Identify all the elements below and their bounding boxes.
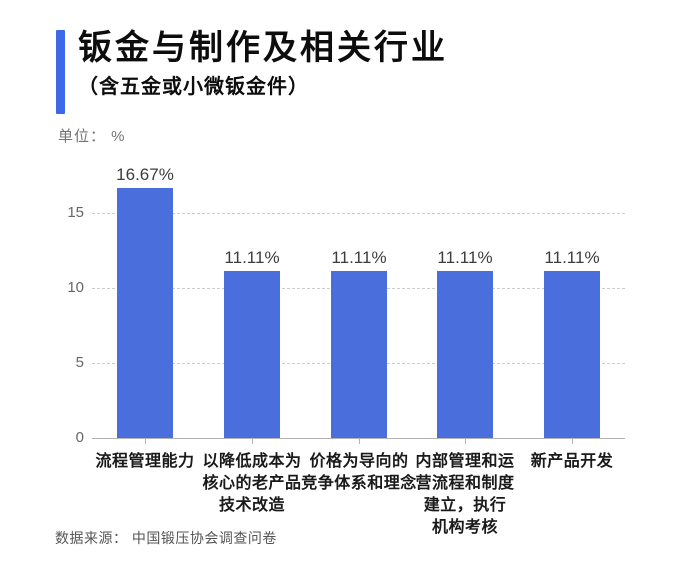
category-label-line: 建立，执行 bbox=[423, 497, 507, 514]
bar bbox=[437, 271, 493, 438]
bar bbox=[224, 271, 280, 438]
category-label-line: 以降低成本为 bbox=[202, 453, 302, 470]
bar-value-label: 11.11% bbox=[437, 248, 493, 267]
category-label-line: 价格为导向的 bbox=[309, 453, 409, 470]
bar-value-label: 11.11% bbox=[224, 248, 280, 267]
bar-value-label: 16.67% bbox=[116, 165, 174, 184]
category-label-line: 技术改造 bbox=[218, 497, 285, 514]
category-label-line: 机构考核 bbox=[431, 519, 498, 536]
bar bbox=[117, 188, 173, 438]
gridline-15 bbox=[92, 213, 625, 214]
x-axis-tick bbox=[145, 439, 146, 444]
y-axis-tick-label: 10 bbox=[67, 279, 84, 296]
y-axis-tick-label: 15 bbox=[67, 204, 84, 221]
x-axis-line bbox=[92, 438, 625, 439]
bar-value-label: 11.11% bbox=[331, 248, 387, 267]
x-axis-category-label: 新产品开发 bbox=[509, 451, 635, 473]
category-label-line: 竞争体系和理念 bbox=[301, 475, 417, 492]
category-label-line: 营流程和制度 bbox=[415, 475, 515, 492]
x-axis-category-label: 以降低成本为 核心的老产品 技术改造 bbox=[189, 451, 315, 517]
unit-label: 单位： % bbox=[58, 128, 126, 145]
bar-value-label: 11.11% bbox=[544, 248, 600, 267]
bar bbox=[544, 271, 600, 438]
x-axis-tick bbox=[465, 439, 466, 444]
title-accent-bar bbox=[56, 30, 65, 114]
page-title: 钣金与制作及相关行业 bbox=[78, 29, 448, 67]
y-axis-tick-label: 5 bbox=[75, 354, 84, 371]
category-label-line: 内部管理和运 bbox=[415, 453, 515, 470]
y-axis-tick-label: 0 bbox=[75, 429, 84, 446]
data-source-label: 数据来源： 中国锻压协会调查问卷 bbox=[55, 530, 277, 546]
bar bbox=[331, 271, 387, 438]
x-axis-tick bbox=[572, 439, 573, 444]
x-axis-category-label: 流程管理能力 bbox=[82, 451, 208, 473]
x-axis-tick bbox=[252, 439, 253, 444]
category-label-line: 流程管理能力 bbox=[95, 453, 195, 470]
category-label-line: 核心的老产品 bbox=[202, 475, 302, 492]
page-subtitle: （含五金或小微钣金件） bbox=[78, 76, 309, 98]
x-axis-category-label: 内部管理和运 营流程和制度 建立，执行机构考核 bbox=[402, 451, 528, 539]
x-axis-tick bbox=[359, 439, 360, 444]
x-axis-category-label: 价格为导向的 竞争体系和理念 bbox=[296, 451, 422, 495]
category-label-line: 新产品开发 bbox=[530, 453, 614, 470]
